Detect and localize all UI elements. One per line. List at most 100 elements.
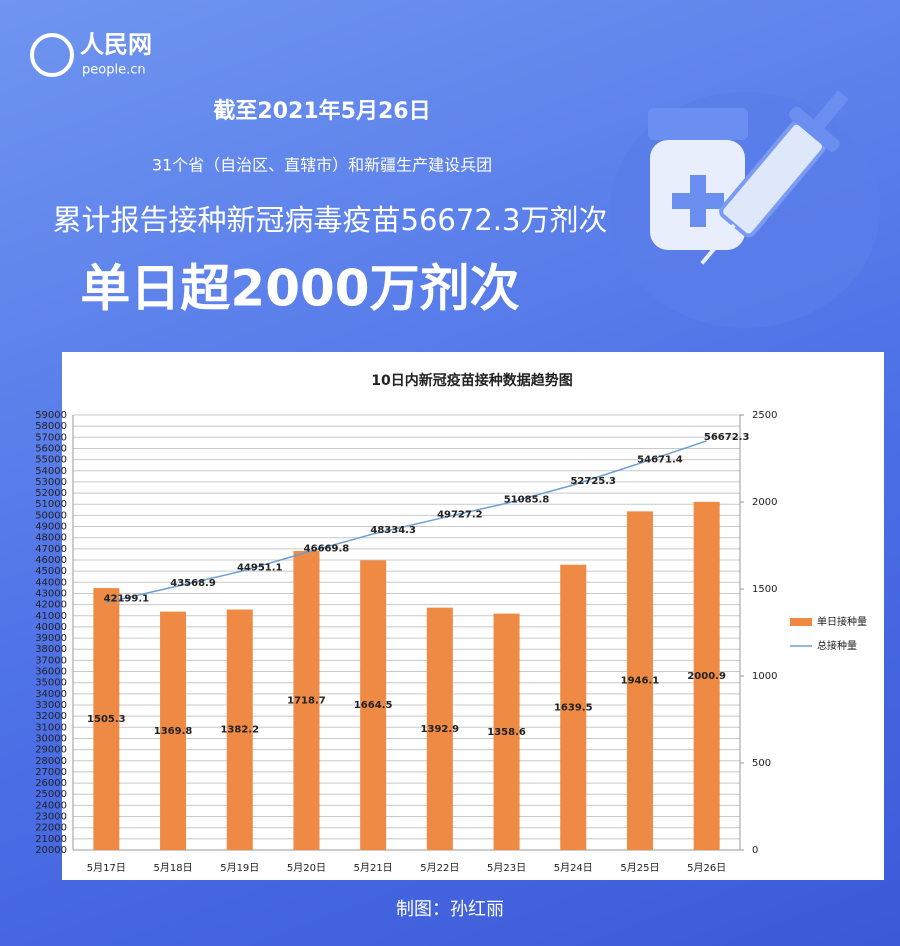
bar-value-label: 1382.2 xyxy=(220,725,259,736)
bar xyxy=(493,613,520,850)
y-tick-label: 49000 xyxy=(35,522,67,533)
line-value-label: 54671.4 xyxy=(637,454,683,465)
x-tick-label: 5月23日 xyxy=(487,862,526,874)
y-tick-label: 31000 xyxy=(35,722,67,733)
y2-tick-label: 500 xyxy=(752,758,771,769)
y-tick-label: 54000 xyxy=(35,466,67,477)
bar-value-label: 1358.6 xyxy=(487,727,526,738)
date: 截至2021年5月26日 xyxy=(213,98,430,124)
bar-value-label: 1664.5 xyxy=(354,700,393,711)
bar xyxy=(560,564,587,850)
y-tick-label: 44000 xyxy=(35,577,67,588)
chart: 10日内新冠疫苗接种数据趋势图 200002100022000230002400… xyxy=(35,372,867,874)
line-value-label: 44951.1 xyxy=(237,563,283,574)
y-tick-label: 30000 xyxy=(35,733,67,744)
bar-value-label: 1505.3 xyxy=(87,714,126,725)
y-tick-label: 51000 xyxy=(35,499,67,510)
y-tick-label: 32000 xyxy=(35,711,67,722)
x-tick-label: 5月24日 xyxy=(554,862,593,874)
y2-tick-label: 2000 xyxy=(752,497,777,508)
x-tick-label: 5月17日 xyxy=(87,862,126,874)
x-tick-label: 5月19日 xyxy=(220,862,259,874)
y-tick-label: 59000 xyxy=(35,410,67,421)
x-tick-label: 5月22日 xyxy=(420,862,459,874)
bar-value-label: 1369.8 xyxy=(154,726,193,737)
bar-value-label: 1392.9 xyxy=(421,724,460,735)
bar-value-label: 1718.7 xyxy=(287,695,326,706)
y-tick-label: 40000 xyxy=(35,622,67,633)
y2-tick-label: 1000 xyxy=(752,671,777,682)
y-tick-label: 46000 xyxy=(35,555,67,566)
y-tick-label: 21000 xyxy=(35,834,67,845)
line xyxy=(106,440,707,604)
y-tick-label: 38000 xyxy=(35,644,67,655)
y-tick-label: 48000 xyxy=(35,533,67,544)
y-tick-label: 37000 xyxy=(35,655,67,666)
y-tick-label: 28000 xyxy=(35,756,67,767)
y-tick-label: 20000 xyxy=(35,845,67,856)
y-tick-label: 35000 xyxy=(35,678,67,689)
bar-value-label: 2000.9 xyxy=(687,671,726,682)
y-tick-label: 57000 xyxy=(35,432,67,443)
line-value-label: 43568.9 xyxy=(170,578,216,589)
legend-label: 单日接种量 xyxy=(817,615,867,628)
logo: 人民网 people.cn xyxy=(30,30,152,78)
y-tick-label: 22000 xyxy=(35,823,67,834)
y-tick-label: 27000 xyxy=(35,767,67,778)
headline: 单日超2000万剂次 xyxy=(80,260,519,318)
vaccine-illustration xyxy=(610,90,880,328)
legend-label: 总接种量 xyxy=(817,639,857,652)
y-tick-label: 53000 xyxy=(35,477,67,488)
y-tick-label: 23000 xyxy=(35,812,67,823)
y-tick-label: 24000 xyxy=(35,800,67,811)
line-value-label: 48334.3 xyxy=(370,525,416,536)
total: 累计报告接种新冠病毒疫苗56672.3万剂次 xyxy=(53,203,608,237)
line-value-label: 49727.2 xyxy=(437,509,483,520)
bar xyxy=(226,609,253,850)
y-tick-label: 56000 xyxy=(35,443,67,454)
bar xyxy=(293,550,320,850)
y-tick-label: 47000 xyxy=(35,544,67,555)
y-tick-label: 34000 xyxy=(35,689,67,700)
y-tick-label: 33000 xyxy=(35,700,67,711)
x-tick-label: 5月20日 xyxy=(287,862,326,874)
line-value-label: 51085.8 xyxy=(504,494,550,505)
logo-name: 人民网 xyxy=(80,30,152,59)
x-tick-label: 5月25日 xyxy=(620,862,659,874)
line-value-label: 46669.8 xyxy=(304,544,350,555)
footer: 制图：孙红丽 xyxy=(396,899,504,920)
bar-value-label: 1639.5 xyxy=(554,702,593,713)
chart-title: 10日内新冠疫苗接种数据趋势图 xyxy=(371,372,572,389)
x-tick-label: 5月18日 xyxy=(154,862,193,874)
line-value-label: 42199.1 xyxy=(104,593,150,604)
y-tick-label: 52000 xyxy=(35,488,67,499)
bar xyxy=(360,560,387,850)
y-tick-label: 50000 xyxy=(35,510,67,521)
bar xyxy=(693,501,720,850)
y-tick-label: 29000 xyxy=(35,745,67,756)
bar xyxy=(93,588,120,850)
logo-site: people.cn xyxy=(82,63,146,78)
y-tick-label: 26000 xyxy=(35,778,67,789)
x-tick-label: 5月21日 xyxy=(354,862,393,874)
bar xyxy=(626,511,653,850)
y2-tick-label: 2500 xyxy=(752,410,777,421)
bar-value-label: 1946.1 xyxy=(621,676,660,687)
y-tick-label: 39000 xyxy=(35,633,67,644)
y-tick-label: 45000 xyxy=(35,566,67,577)
x-tick-label: 5月26日 xyxy=(687,862,726,874)
y-tick-label: 55000 xyxy=(35,455,67,466)
logo-icon xyxy=(30,33,74,77)
legend-swatch xyxy=(790,618,812,626)
y-tick-label: 43000 xyxy=(35,588,67,599)
y2-tick-label: 0 xyxy=(752,845,758,856)
y-tick-label: 58000 xyxy=(35,421,67,432)
line-value-label: 52725.3 xyxy=(570,476,616,487)
y-tick-label: 36000 xyxy=(35,667,67,678)
scope: 31个省（自治区、直辖市）和新疆生产建设兵团 xyxy=(152,156,492,175)
bar xyxy=(426,607,453,850)
y-tick-label: 41000 xyxy=(35,611,67,622)
y-tick-label: 42000 xyxy=(35,600,67,611)
